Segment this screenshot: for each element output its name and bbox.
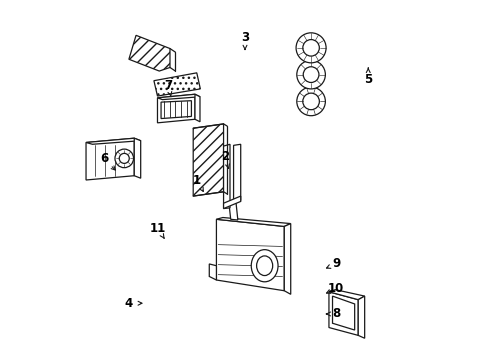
Polygon shape <box>358 296 365 338</box>
Circle shape <box>115 149 134 168</box>
Polygon shape <box>284 224 291 294</box>
Polygon shape <box>129 35 170 71</box>
Polygon shape <box>217 217 291 226</box>
Text: 11: 11 <box>149 222 166 235</box>
Polygon shape <box>229 203 238 220</box>
Polygon shape <box>195 94 200 122</box>
Circle shape <box>303 93 319 110</box>
Polygon shape <box>223 144 230 208</box>
Text: 10: 10 <box>328 283 344 296</box>
Text: 9: 9 <box>332 257 340 270</box>
Polygon shape <box>329 292 358 336</box>
Text: 8: 8 <box>332 307 340 320</box>
Polygon shape <box>193 124 223 196</box>
Text: 7: 7 <box>164 79 172 92</box>
Text: 5: 5 <box>364 73 372 86</box>
Polygon shape <box>86 138 141 144</box>
Circle shape <box>303 40 319 56</box>
Text: 4: 4 <box>125 297 133 310</box>
Ellipse shape <box>251 249 278 282</box>
Polygon shape <box>161 101 192 118</box>
Polygon shape <box>234 144 241 202</box>
Polygon shape <box>134 138 141 178</box>
Polygon shape <box>154 73 200 96</box>
Circle shape <box>297 87 325 116</box>
Circle shape <box>119 153 129 163</box>
Circle shape <box>303 67 319 82</box>
Text: 1: 1 <box>193 174 201 186</box>
Ellipse shape <box>257 256 272 275</box>
Text: 3: 3 <box>241 31 249 44</box>
Polygon shape <box>157 94 200 100</box>
Circle shape <box>296 33 326 63</box>
Polygon shape <box>217 219 284 291</box>
Polygon shape <box>329 290 365 300</box>
Text: 6: 6 <box>100 152 108 165</box>
Polygon shape <box>86 138 134 180</box>
Polygon shape <box>333 296 355 330</box>
Polygon shape <box>223 196 241 208</box>
Polygon shape <box>157 94 195 123</box>
Text: 2: 2 <box>221 150 229 163</box>
Circle shape <box>297 60 325 89</box>
Polygon shape <box>209 264 217 280</box>
